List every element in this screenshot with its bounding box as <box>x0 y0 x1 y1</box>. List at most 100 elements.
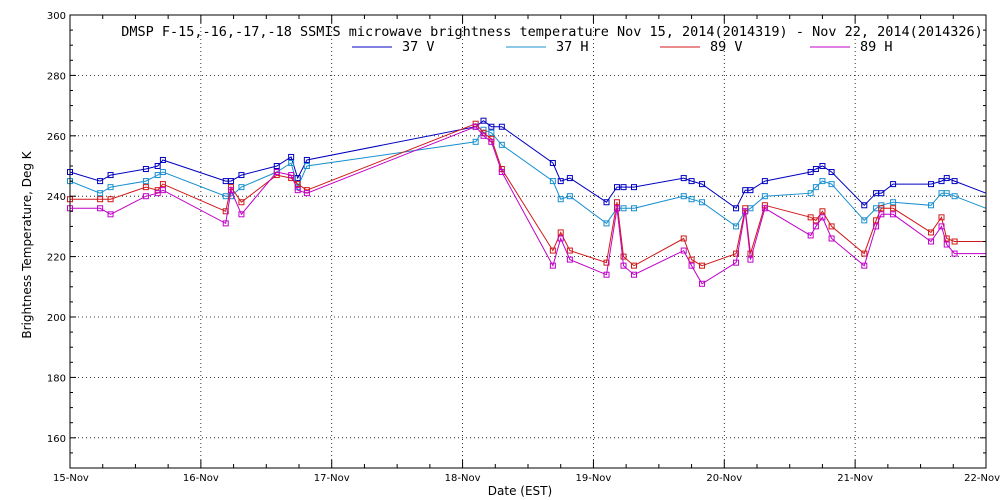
data-point-37h <box>620 205 627 212</box>
data-point-37h <box>303 163 310 169</box>
data-point-89v <box>828 223 835 230</box>
data-point-37v <box>603 199 610 206</box>
data-point-37v <box>747 187 754 194</box>
data-point-89h <box>303 190 310 197</box>
data-point-89h <box>861 262 868 269</box>
data-point-89v <box>107 196 114 203</box>
y-tick-label: 160 <box>47 434 66 445</box>
y-tick-label: 180 <box>47 373 66 384</box>
data-point-89h <box>154 190 161 197</box>
data-point-37v <box>861 202 868 209</box>
data-point-37h <box>472 138 479 145</box>
data-point-37v <box>273 163 280 169</box>
data-point-89v <box>807 214 814 221</box>
data-point-37h <box>812 184 819 191</box>
data-point-37h <box>733 223 740 230</box>
data-point-89v <box>742 205 749 212</box>
data-point-37v <box>498 123 505 130</box>
data-point-89h <box>488 138 495 145</box>
data-point-37v <box>928 181 935 188</box>
data-point-89v <box>222 208 229 215</box>
data-point-37h <box>603 220 610 227</box>
legend-label-89h: 89 H <box>860 39 893 55</box>
data-point-89h <box>699 280 706 287</box>
data-point-37v <box>761 178 768 185</box>
data-point-37h <box>807 190 814 197</box>
data-point-37v <box>566 175 573 182</box>
x-tick-label: 18-Nov <box>445 473 481 484</box>
x-tick-label: 20-Nov <box>706 473 742 484</box>
data-point-89h <box>878 211 885 218</box>
data-point-89v <box>142 184 149 191</box>
x-tick-label: 21-Nov <box>837 473 873 484</box>
data-point-37h <box>566 193 573 200</box>
y-tick-label: 200 <box>47 313 66 324</box>
data-point-89v <box>97 196 104 203</box>
data-point-89v <box>159 181 166 188</box>
data-point-37v <box>238 172 245 179</box>
data-point-37v <box>733 205 740 212</box>
data-point-37h <box>549 178 556 185</box>
data-point-89h <box>828 235 835 242</box>
data-point-89h <box>812 223 819 230</box>
data-point-37v <box>630 184 637 191</box>
data-point-37v <box>620 184 627 191</box>
data-point-89h <box>480 132 487 139</box>
data-point-37v <box>107 172 114 179</box>
data-point-89h <box>222 220 229 227</box>
data-point-37h <box>557 196 564 203</box>
data-point-37h <box>878 202 885 209</box>
data-point-89h <box>549 262 556 269</box>
data-point-89v <box>238 199 245 206</box>
legend: 37 V 37 H 89 V 89 H <box>352 39 893 55</box>
data-point-89h <box>97 205 104 212</box>
data-point-89h <box>566 256 573 263</box>
y-axis-label: Brightness Temperature, Deg K <box>20 150 34 338</box>
data-point-37h <box>928 202 935 209</box>
data-point-37h <box>890 199 897 206</box>
data-point-89h <box>688 262 695 269</box>
data-point-89h <box>238 211 245 218</box>
data-point-37h <box>142 178 149 185</box>
data-point-37v <box>819 163 826 169</box>
data-point-37h <box>761 193 768 200</box>
data-point-89h <box>951 250 958 257</box>
data-point-37v <box>549 159 556 166</box>
data-point-37v <box>878 190 885 197</box>
data-point-37h <box>488 129 495 136</box>
data-point-89h <box>873 223 880 230</box>
data-point-37v <box>303 156 310 163</box>
data-point-89h <box>273 169 280 176</box>
data-point-37v <box>680 175 687 182</box>
data-point-89v <box>733 250 740 257</box>
axis-ticks: 160 180 200 220 240 260 280 300 15-Nov 16-Nov 17-N… <box>47 11 1000 484</box>
data-point-37h <box>238 184 245 191</box>
data-point-37h <box>159 169 166 176</box>
series-line-89h <box>70 126 986 285</box>
data-point-89v <box>812 217 819 224</box>
data-point-37h <box>943 190 950 197</box>
data-point-89h <box>819 214 826 221</box>
data-point-89h <box>747 256 754 263</box>
series-layer <box>67 117 987 287</box>
data-point-89h <box>761 205 768 212</box>
data-point-89h <box>557 235 564 242</box>
data-point-37v <box>688 178 695 185</box>
data-point-37v <box>807 169 814 176</box>
data-point-89h <box>938 223 945 230</box>
data-point-37v <box>142 166 149 173</box>
data-point-89h <box>807 232 814 239</box>
data-point-37h <box>154 172 161 179</box>
grid <box>70 15 986 468</box>
data-point-89v <box>928 229 935 236</box>
data-point-37v <box>812 166 819 173</box>
data-point-89h <box>613 205 620 212</box>
data-point-89h <box>498 169 505 176</box>
y-tick-label: 280 <box>47 71 66 82</box>
data-point-37v <box>154 163 161 169</box>
legend-label-37v: 37 V <box>402 39 435 55</box>
data-point-89h <box>107 211 114 218</box>
data-point-89h <box>733 259 740 266</box>
data-point-89v <box>819 208 826 215</box>
